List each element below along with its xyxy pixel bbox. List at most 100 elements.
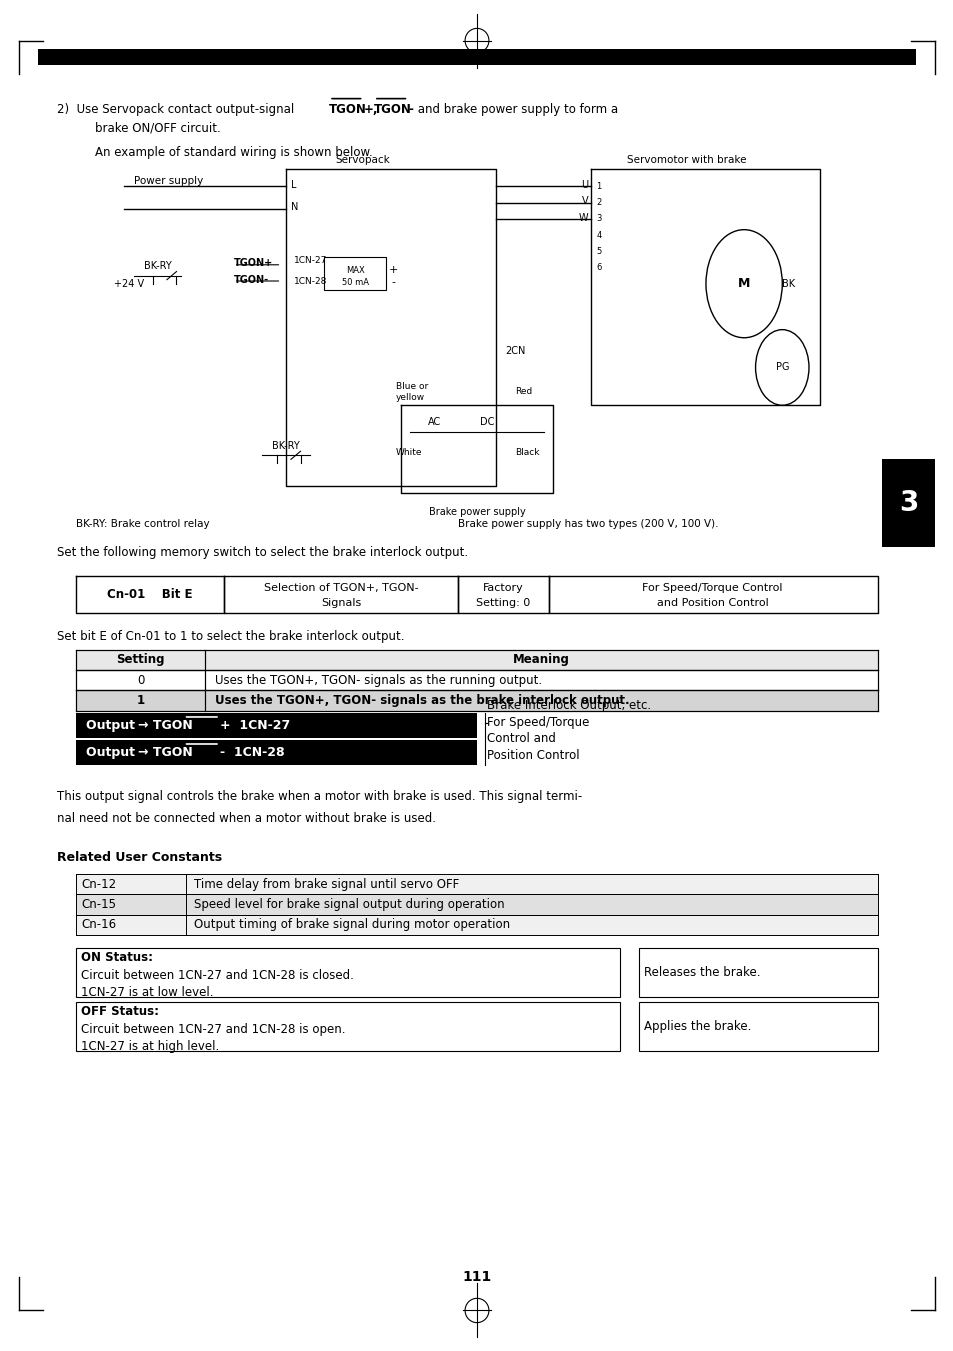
Text: Output: Output (86, 746, 139, 759)
Text: and Position Control: and Position Control (656, 597, 768, 608)
Text: White: White (395, 449, 422, 457)
Text: -: - (408, 103, 413, 116)
Text: Cn-01    Bit E: Cn-01 Bit E (107, 588, 193, 601)
Text: Output: Output (86, 719, 139, 732)
Bar (76, 740, 476, 765)
Text: 3: 3 (596, 215, 601, 223)
Bar (76, 915, 877, 935)
Text: Control and: Control and (486, 732, 555, 746)
Text: Factory: Factory (482, 582, 522, 593)
Text: 2)  Use Servopack contact output-signal: 2) Use Servopack contact output-signal (57, 103, 298, 116)
Text: Related User Constants: Related User Constants (57, 851, 222, 865)
Text: MAX: MAX (346, 266, 364, 274)
Text: 1: 1 (596, 182, 601, 190)
Text: L: L (291, 180, 296, 190)
Text: +24 V: +24 V (114, 278, 145, 289)
Text: 6: 6 (596, 263, 601, 272)
Text: 2CN: 2CN (504, 346, 525, 357)
Text: 5: 5 (596, 247, 601, 255)
Text: +  1CN-27: + 1CN-27 (219, 719, 290, 732)
Text: TGON: TGON (374, 103, 412, 116)
Text: Position Control: Position Control (486, 748, 578, 762)
Text: Releases the brake.: Releases the brake. (643, 966, 760, 979)
Bar (324, 257, 386, 290)
Text: Speed level for brake signal output during operation: Speed level for brake signal output duri… (193, 898, 504, 911)
Text: An example of standard wiring is shown below.: An example of standard wiring is shown b… (95, 146, 373, 159)
Text: For Speed/Torque: For Speed/Torque (486, 716, 588, 730)
Text: N: N (291, 201, 298, 212)
Text: 1: 1 (136, 694, 145, 707)
Text: OFF Status:: OFF Status: (81, 1005, 159, 1019)
Text: TGON+: TGON+ (233, 258, 273, 269)
Text: For Speed/Torque Control: For Speed/Torque Control (641, 582, 782, 593)
Text: BK-RY: BK-RY (272, 440, 300, 451)
Text: → TGON: → TGON (138, 746, 193, 759)
Text: +: + (388, 265, 397, 276)
Bar (882, 459, 934, 547)
Text: Setting: Setting (116, 654, 165, 666)
Text: 3: 3 (898, 489, 918, 517)
Text: Power supply: Power supply (133, 177, 203, 186)
Text: Set bit E of Cn-01 to 1 to select the brake interlock output.: Set bit E of Cn-01 to 1 to select the br… (57, 630, 404, 643)
Text: BK-RY: BK-RY (143, 261, 172, 272)
Text: Cn-15: Cn-15 (81, 898, 116, 911)
Text: Servomotor with brake: Servomotor with brake (626, 155, 746, 165)
Text: and brake power supply to form a: and brake power supply to form a (414, 103, 618, 116)
Text: Signals: Signals (321, 597, 361, 608)
Text: -: - (391, 277, 395, 288)
Text: nal need not be connected when a motor without brake is used.: nal need not be connected when a motor w… (57, 812, 436, 825)
Text: Uses the TGON+, TGON- signals as the brake interlock output.: Uses the TGON+, TGON- signals as the bra… (214, 694, 629, 707)
Bar (76, 1002, 619, 1051)
Text: Set the following memory switch to select the brake interlock output.: Set the following memory switch to selec… (57, 546, 468, 559)
Text: Meaning: Meaning (513, 654, 569, 666)
Text: Uses the TGON+, TGON- signals as the running output.: Uses the TGON+, TGON- signals as the run… (214, 674, 541, 686)
Text: W: W (578, 212, 588, 223)
Text: Blue or
yellow: Blue or yellow (395, 382, 428, 401)
Text: Brake power supply has two types (200 V, 100 V).: Brake power supply has two types (200 V,… (457, 519, 718, 528)
Text: 50 mA: 50 mA (341, 278, 369, 286)
Text: V: V (581, 196, 588, 207)
Text: TGON-: TGON- (233, 274, 269, 285)
Text: 0: 0 (137, 674, 144, 686)
Text: This output signal controls the brake when a motor with brake is used. This sign: This output signal controls the brake wh… (57, 790, 582, 804)
Bar (76, 894, 877, 915)
Text: BK: BK (781, 278, 795, 289)
Text: Output timing of brake signal during motor operation: Output timing of brake signal during mot… (193, 919, 509, 931)
Text: Time delay from brake signal until servo OFF: Time delay from brake signal until servo… (193, 878, 458, 890)
Text: DC: DC (479, 416, 495, 427)
Text: 4: 4 (596, 231, 601, 239)
Bar (639, 1002, 877, 1051)
Bar (76, 690, 877, 711)
Text: 111: 111 (462, 1270, 491, 1283)
Text: Red: Red (515, 388, 532, 396)
Bar (76, 650, 877, 670)
Text: PG: PG (775, 362, 788, 373)
Text: 1CN-28: 1CN-28 (294, 277, 327, 285)
Text: Brake power supply: Brake power supply (428, 507, 525, 516)
Text: Circuit between 1CN-27 and 1CN-28 is open.: Circuit between 1CN-27 and 1CN-28 is ope… (81, 1023, 345, 1036)
Text: Setting: 0: Setting: 0 (476, 597, 529, 608)
Text: Circuit between 1CN-27 and 1CN-28 is closed.: Circuit between 1CN-27 and 1CN-28 is clo… (81, 969, 354, 982)
Bar (76, 874, 877, 894)
Bar (38, 49, 915, 65)
Bar (639, 948, 877, 997)
Text: AC: AC (428, 416, 441, 427)
Text: Brake Interlock Output, etc.: Brake Interlock Output, etc. (486, 698, 650, 712)
Text: Cn-16: Cn-16 (81, 919, 116, 931)
Text: TGON: TGON (329, 103, 367, 116)
Text: Applies the brake.: Applies the brake. (643, 1020, 751, 1034)
Text: M: M (738, 277, 749, 290)
Text: Selection of TGON+, TGON-: Selection of TGON+, TGON- (264, 582, 418, 593)
Text: 2: 2 (596, 199, 601, 207)
Text: ON Status:: ON Status: (81, 951, 152, 965)
Bar (76, 948, 619, 997)
Text: 3.4 Setting Stop Mode: 3.4 Setting Stop Mode (792, 50, 910, 59)
Text: Black: Black (515, 449, 539, 457)
Text: → TGON: → TGON (138, 719, 193, 732)
Text: +,: +, (363, 103, 377, 116)
Text: 1CN-27 is at low level.: 1CN-27 is at low level. (81, 986, 213, 1000)
Text: Servopack: Servopack (335, 155, 390, 165)
Text: U: U (581, 180, 588, 190)
Bar (76, 713, 476, 738)
Text: 1CN-27 is at high level.: 1CN-27 is at high level. (81, 1040, 219, 1054)
